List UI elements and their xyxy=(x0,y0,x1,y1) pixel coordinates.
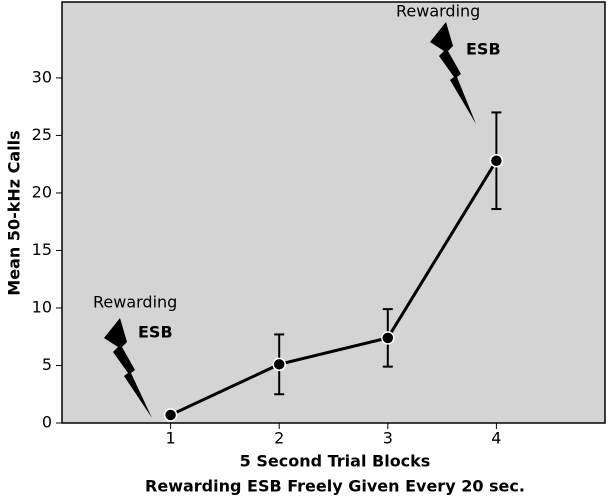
y-tick-label: 20 xyxy=(32,182,52,201)
y-tick-label: 10 xyxy=(32,297,52,316)
y-tick-label: 0 xyxy=(42,413,52,432)
y-tick-label: 5 xyxy=(42,355,52,374)
caption: Rewarding ESB Freely Given Every 20 sec. xyxy=(145,477,525,496)
x-tick-label: 2 xyxy=(274,429,284,448)
annotation: ESB xyxy=(138,323,173,342)
x-tick-label: 4 xyxy=(491,429,501,448)
y-tick-label: 30 xyxy=(32,67,52,86)
y-axis-label: Mean 50-kHz Calls xyxy=(5,130,24,295)
y-tick-label: 15 xyxy=(32,240,52,259)
point xyxy=(163,408,178,422)
lightning-bolt xyxy=(104,318,152,418)
x-axis-label: 5 Second Trial Blocks xyxy=(240,452,431,471)
point xyxy=(272,357,286,372)
annotation: ESB xyxy=(466,40,501,59)
point xyxy=(381,331,395,345)
y-tick-label: 25 xyxy=(32,125,52,144)
annotation: Rewarding xyxy=(396,2,480,21)
x-tick-label: 3 xyxy=(383,429,393,448)
point xyxy=(489,153,504,168)
annotation: Rewarding xyxy=(93,293,177,312)
line xyxy=(169,159,498,417)
plot-area xyxy=(61,1,606,424)
lightning-bolt xyxy=(430,22,476,124)
x-tick-label: 1 xyxy=(166,429,176,448)
